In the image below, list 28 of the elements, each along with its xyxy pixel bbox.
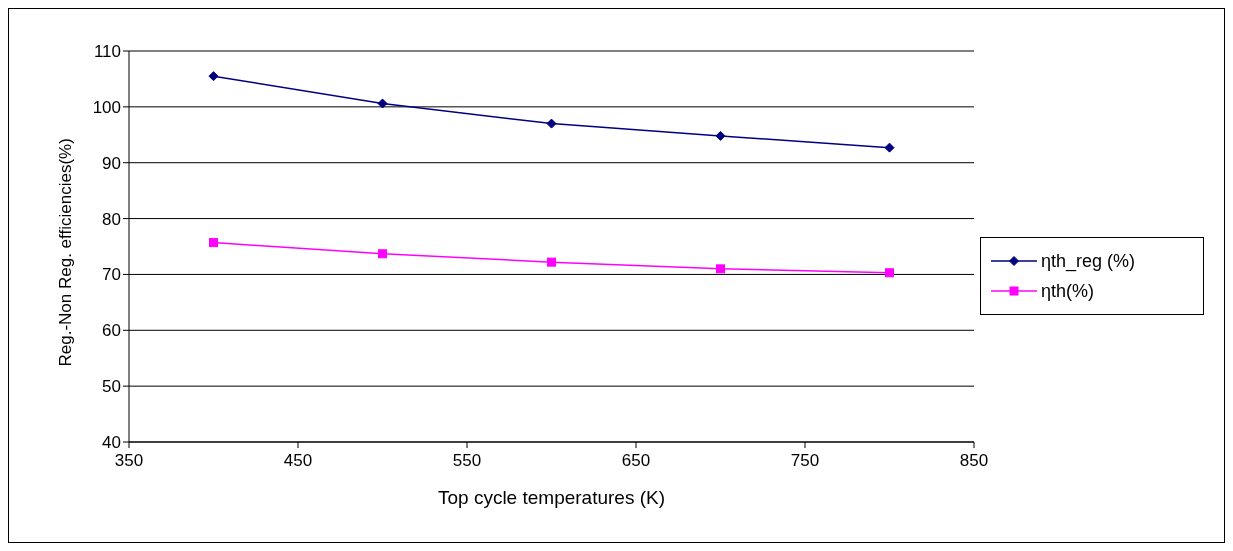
point [884, 142, 895, 153]
y-tick-label: 40 [102, 433, 121, 453]
x-tick-label: 750 [790, 451, 820, 471]
y-tick-label: 80 [102, 209, 121, 229]
x-tick-label: 550 [452, 451, 482, 471]
point [716, 264, 725, 274]
x-tick-label: 450 [283, 451, 313, 471]
point [208, 71, 219, 82]
point [209, 238, 218, 248]
y-tick-label: 100 [92, 97, 121, 117]
y-tick-label: 90 [102, 153, 121, 173]
point [377, 98, 388, 109]
y-tick-label: 50 [102, 377, 121, 397]
y-tick-label: 110 [93, 42, 121, 62]
x-tick-label: 850 [959, 451, 989, 471]
point [547, 257, 556, 267]
x-axis-title: Top cycle temperatures (K) [437, 487, 666, 508]
point [378, 249, 387, 259]
legend-label: ηth(%) [1041, 279, 1095, 303]
y-axis-title: Reg.-Non Reg. efficiencies(%) [56, 138, 76, 367]
legend-label: ηth_reg (%) [1041, 249, 1136, 274]
y-tick-label: 70 [102, 265, 121, 285]
x-tick-label: 650 [621, 451, 651, 471]
x-tick-label: 350 [114, 451, 144, 471]
y-tick-label: 60 [102, 321, 121, 341]
point [546, 118, 557, 129]
point [885, 268, 894, 278]
point [715, 130, 726, 141]
